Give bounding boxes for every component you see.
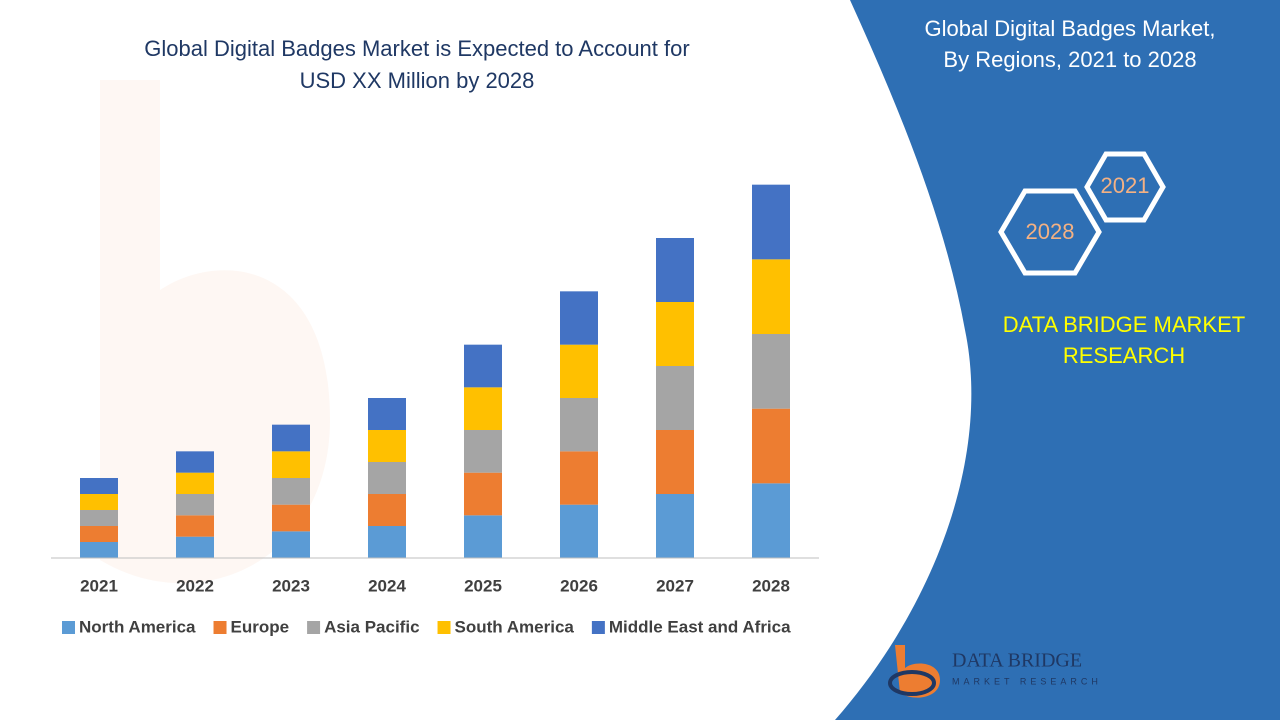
bar-segment <box>176 536 214 558</box>
bar-segment <box>272 451 310 478</box>
bar-segment <box>752 408 790 484</box>
bar-segment <box>560 451 598 505</box>
side-panel <box>835 0 1280 720</box>
bar-segment <box>752 483 790 558</box>
panel-title: By Regions, 2021 to 2028 <box>943 47 1196 72</box>
bar-segment <box>560 504 598 558</box>
bar-segment <box>272 531 310 558</box>
bar-segment <box>560 291 598 345</box>
legend-label: Middle East and Africa <box>609 617 791 636</box>
x-tick-label: 2026 <box>560 576 598 595</box>
brand-text: RESEARCH <box>1063 343 1185 368</box>
bar-segment <box>272 504 310 532</box>
legend-swatch <box>307 621 321 634</box>
hexagon <box>1084 151 1166 223</box>
bar-segment <box>272 424 310 452</box>
brand-text: DATA BRIDGE MARKET <box>1003 312 1245 337</box>
legend-swatch <box>591 621 605 634</box>
bar-segment <box>752 259 790 334</box>
hexagon-label: 2028 <box>1026 219 1075 244</box>
legend-swatch <box>62 621 75 634</box>
hexagon <box>998 188 1102 276</box>
bar-segment <box>752 334 790 409</box>
bar-segment <box>656 430 694 494</box>
bar-segment <box>80 478 118 494</box>
bar-segment <box>560 398 598 452</box>
legend-label: Europe <box>231 617 290 636</box>
bar-segment <box>176 472 214 494</box>
bar-segment <box>80 494 118 510</box>
bar-segment <box>464 430 502 473</box>
legend-swatch <box>437 621 451 634</box>
bar-segment <box>368 398 406 430</box>
bar-segment <box>368 494 406 526</box>
logo <box>888 645 940 698</box>
bar-segment <box>272 478 310 505</box>
logo-text: DATA BRIDGE <box>952 650 1082 672</box>
panel-title: Global Digital Badges Market, <box>924 16 1215 41</box>
bar-segment <box>368 526 406 558</box>
bar-segment <box>464 515 502 558</box>
bar-segment <box>176 451 214 473</box>
bar-segment <box>656 366 694 430</box>
bar-segment <box>656 302 694 366</box>
x-tick-label: 2022 <box>176 576 214 595</box>
x-tick-label: 2024 <box>368 576 406 595</box>
legend-label: Asia Pacific <box>324 617 419 636</box>
bar-segment <box>80 542 118 558</box>
bar-segment <box>464 387 502 430</box>
hexagon-label: 2021 <box>1101 173 1150 198</box>
x-tick-label: 2023 <box>272 576 310 595</box>
bar-segment <box>656 494 694 558</box>
legend-swatch <box>213 621 227 634</box>
bar-segment <box>80 510 118 526</box>
x-tick-label: 2027 <box>656 576 694 595</box>
bar-segment <box>368 430 406 462</box>
bar-segment <box>464 472 502 516</box>
bar-segment <box>176 494 214 516</box>
x-tick-label: 2025 <box>464 576 502 595</box>
bar-segment <box>176 515 214 537</box>
bar-segment <box>656 238 694 302</box>
chart-title: Global Digital Badges Market is Expected… <box>144 36 689 61</box>
chart-title: USD XX Million by 2028 <box>300 68 535 93</box>
x-tick-label: 2021 <box>80 576 118 595</box>
bar-segment <box>368 462 406 494</box>
bar-segment <box>560 344 598 398</box>
logo-text: MARKET RESEARCH <box>952 676 1102 686</box>
legend-label: South America <box>455 617 575 636</box>
legend-label: North America <box>79 617 196 636</box>
bar-segment <box>80 526 118 542</box>
x-tick-label: 2028 <box>752 576 790 595</box>
bar-segment <box>464 344 502 388</box>
bar-segment <box>752 184 790 260</box>
